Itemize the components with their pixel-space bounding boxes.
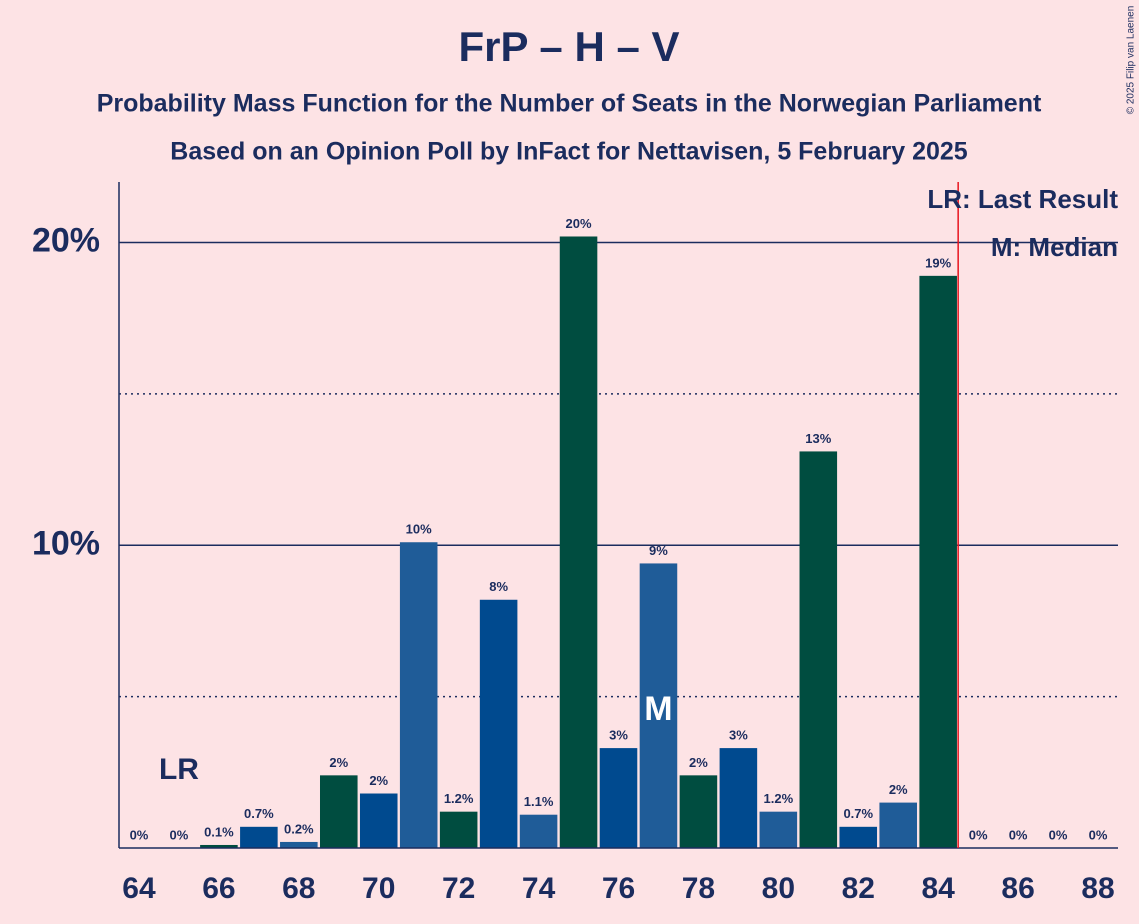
data-label: 0% [1049,827,1068,842]
x-tick-label: 84 [921,872,955,905]
chart-subtitle: Based on an Opinion Poll by InFact for N… [170,138,968,166]
data-label: 0% [1009,827,1028,842]
bar [479,599,518,848]
data-label: 0% [170,827,189,842]
data-label: 0.7% [244,806,274,821]
x-tick-label: 80 [762,872,795,905]
data-label: 13% [805,431,831,446]
x-tick-label: 66 [202,872,235,905]
x-tick-label: 82 [842,872,875,905]
bar [879,802,918,848]
bar [280,841,318,848]
x-tick-label: 88 [1081,872,1114,905]
data-label: 1.1% [524,794,554,809]
x-tick-label: 76 [602,872,635,905]
bar [439,811,478,848]
bar [319,775,358,848]
data-label: 2% [329,755,348,770]
data-label: 0% [1089,827,1108,842]
data-label: 19% [925,255,951,270]
median-label: M [644,690,672,728]
data-label: 10% [406,522,432,537]
credit: © 2025 Filip van Laenen [1126,6,1137,115]
data-label: 1.2% [764,791,794,806]
bar [240,826,278,848]
x-tick-label: 74 [522,872,556,905]
bar [639,563,678,848]
data-label: 0% [130,827,149,842]
bar [519,814,558,848]
bar [399,542,438,848]
data-label: 0% [969,827,988,842]
bar [200,844,238,848]
data-label: 9% [649,543,668,558]
y-tick-label: 20% [32,222,100,260]
data-label: 2% [369,773,388,788]
bar [599,748,638,848]
bar [719,748,758,848]
data-label: 0.2% [284,821,314,836]
x-tick-label: 72 [442,872,475,905]
bar [559,236,598,848]
legend-entry: LR: Last Result [927,184,1118,214]
data-label: 20% [566,216,592,231]
bar [359,793,398,848]
chart-title: FrP – H – V [459,23,680,70]
chart-subtitle: Probability Mass Function for the Number… [97,90,1042,118]
data-label: 8% [489,579,508,594]
data-label: 2% [689,755,708,770]
data-label: 1.2% [444,791,474,806]
bar [679,775,718,848]
data-label: 0.7% [843,806,873,821]
x-tick-label: 68 [282,872,315,905]
data-label: 3% [729,728,748,743]
legend-entry: M: Median [991,232,1118,262]
bar [919,275,957,848]
bar [839,826,878,848]
x-tick-label: 64 [122,872,156,905]
x-tick-label: 86 [1001,872,1034,905]
x-tick-label: 70 [362,872,395,905]
bar [759,811,798,848]
y-tick-label: 10% [32,524,100,562]
data-label: 0.1% [204,824,234,839]
bar [799,451,838,848]
last-result-label: LR [159,753,199,786]
x-tick-label: 78 [682,872,715,905]
data-label: 3% [609,728,628,743]
data-label: 2% [889,782,908,797]
